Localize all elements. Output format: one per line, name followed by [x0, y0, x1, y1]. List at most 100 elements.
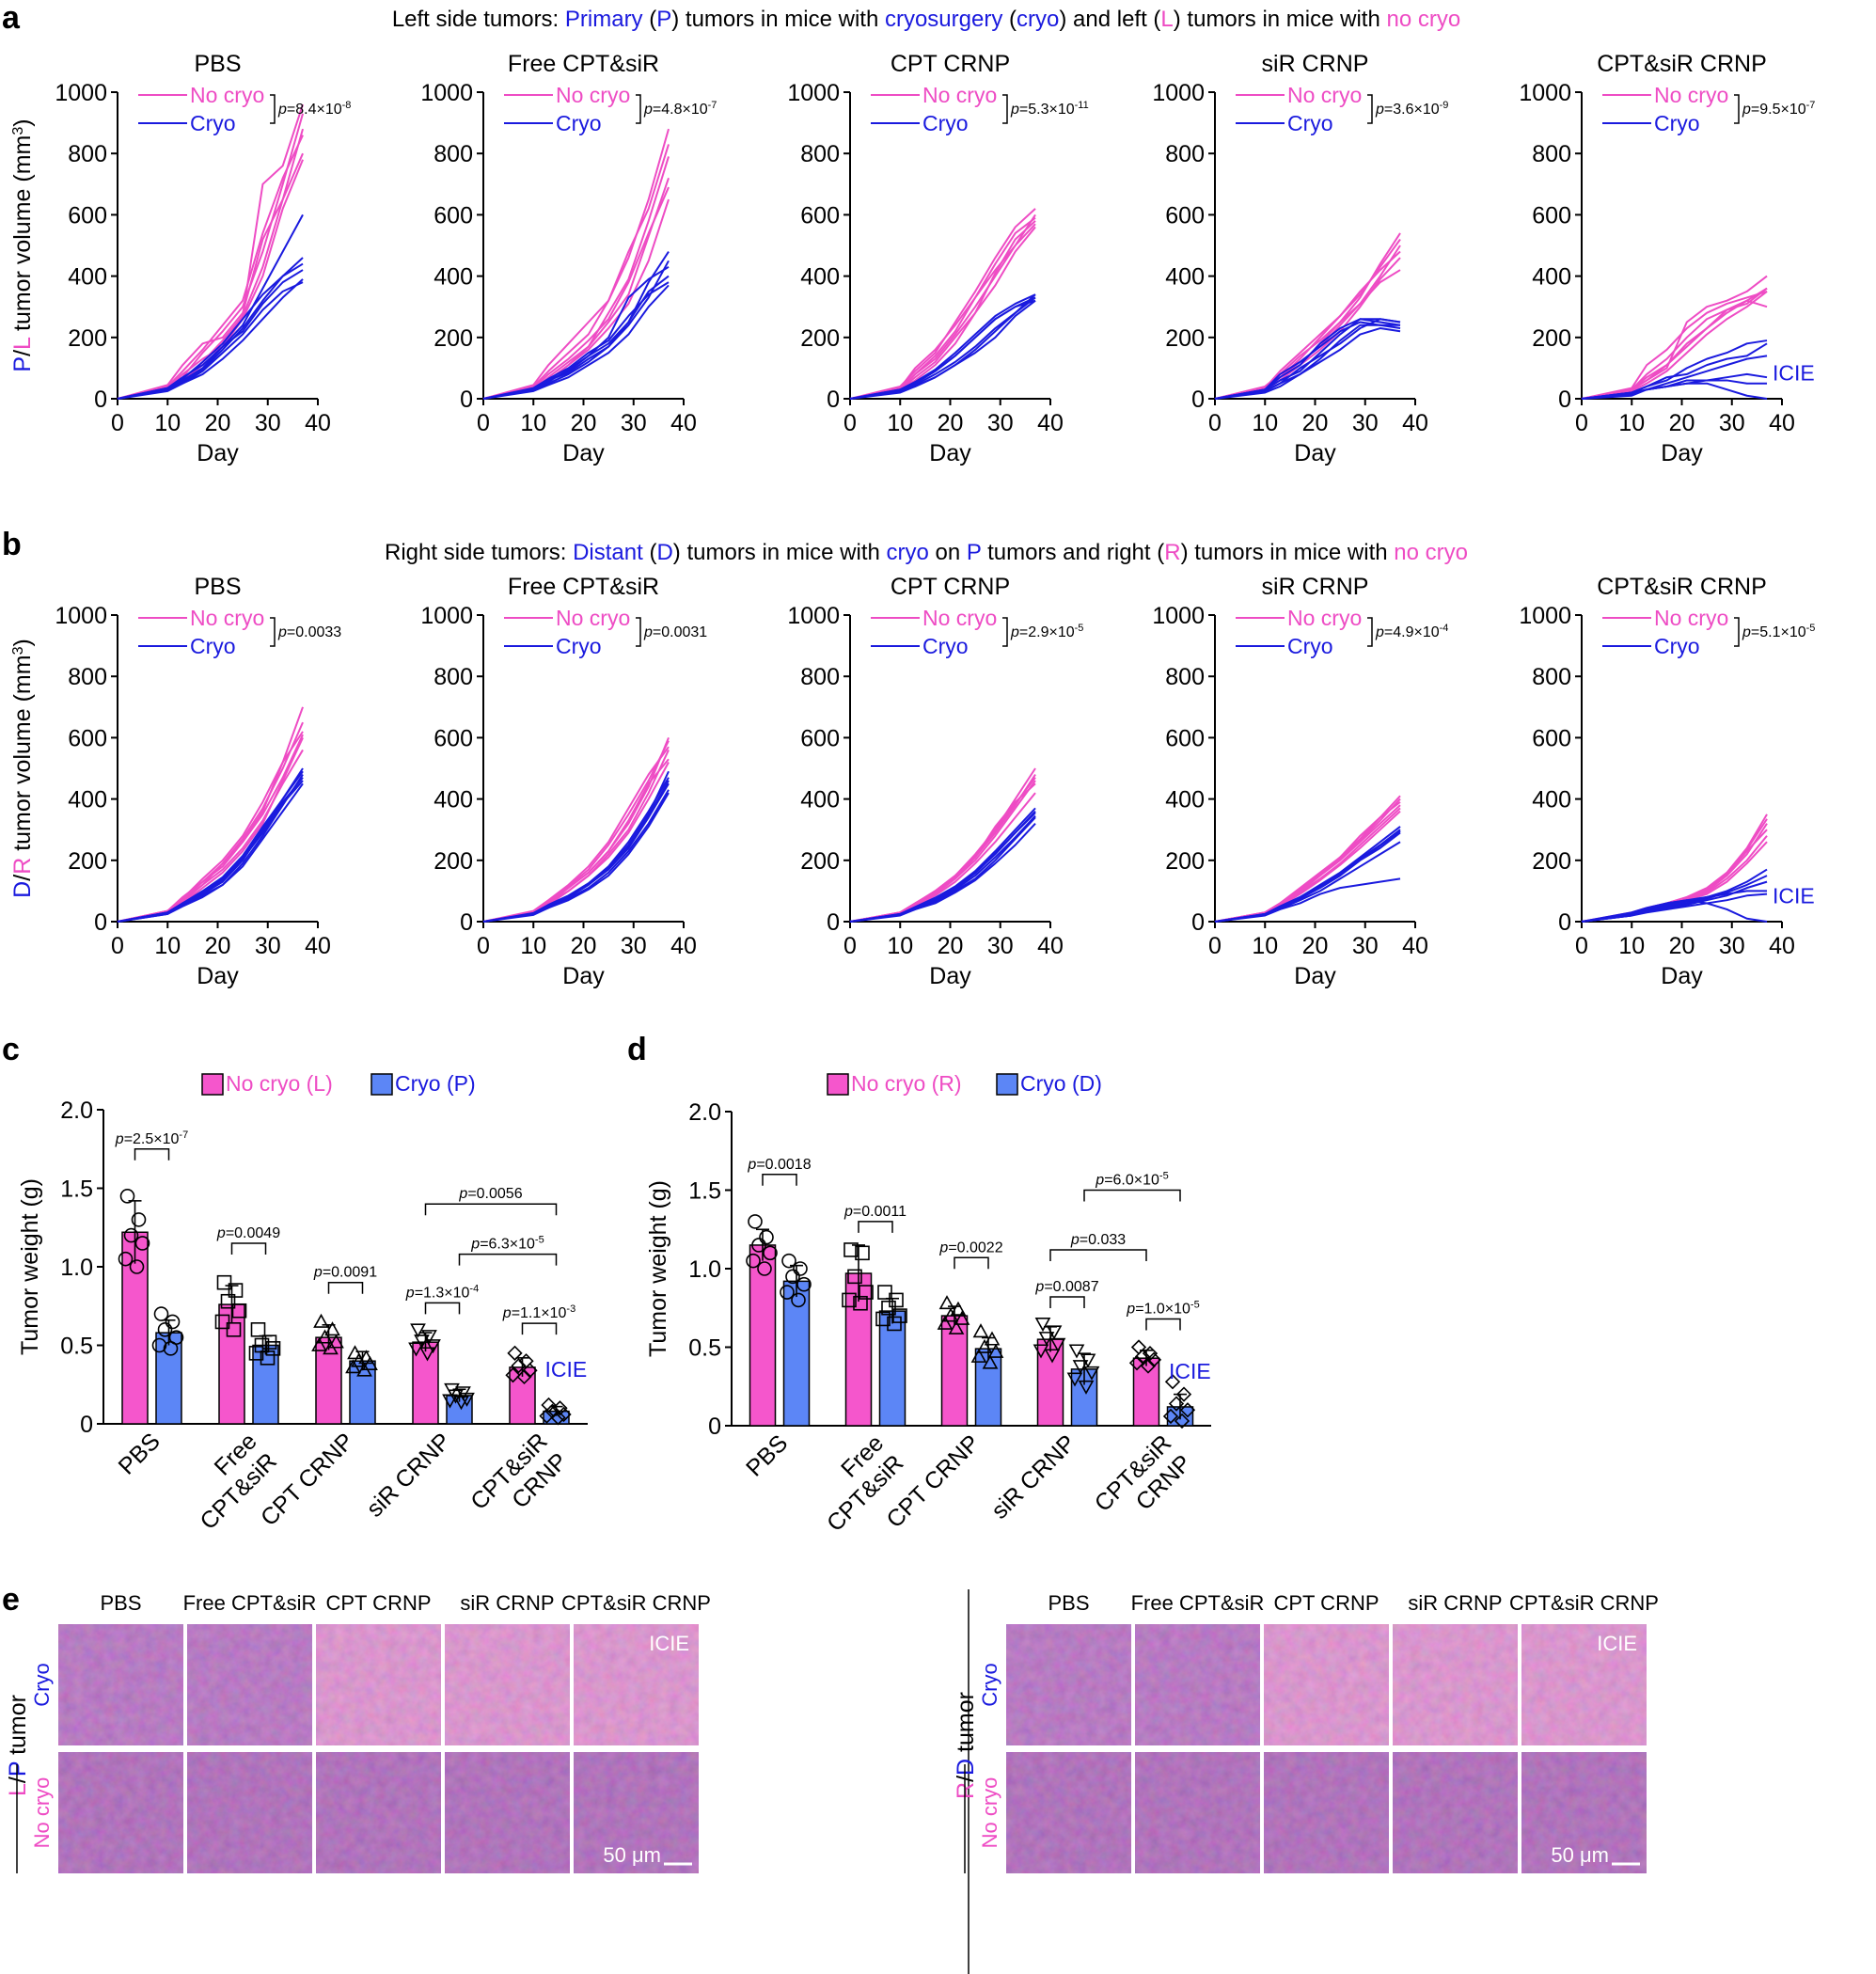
- y-tick-label: 0.5: [60, 1334, 93, 1360]
- data-point-square: [853, 1295, 868, 1311]
- y-tick-label: 0: [94, 387, 107, 413]
- histology-texture: [316, 1752, 441, 1873]
- histology-texture: [1006, 1752, 1131, 1873]
- data-point-circle: [746, 1253, 761, 1269]
- data-point-circle: [781, 1253, 796, 1269]
- p-value: p=0.0022: [938, 1240, 1002, 1255]
- significance-bracket: [1367, 94, 1373, 124]
- icie-label: ICIE: [1597, 1632, 1637, 1655]
- significance-bracket: [327, 1281, 364, 1294]
- rich-text-segment: D: [953, 1759, 979, 1776]
- histology-texture: [58, 1752, 183, 1873]
- histology-texture: [1135, 1752, 1260, 1873]
- x-tick-label: 10: [520, 410, 546, 436]
- y-tick-label: 600: [1532, 725, 1571, 751]
- x-axis-label: Day: [197, 963, 239, 989]
- histology-right: PBS Free CPT&siR CPT CRNP siR CRNP CPT&siR C…: [953, 1591, 1659, 1873]
- y-tick-label: 0: [708, 1413, 721, 1440]
- icie-label: ICIE: [545, 1357, 588, 1382]
- category-label-line: CPT CRNP: [881, 1429, 985, 1533]
- cryo-line: [849, 296, 1036, 400]
- line-plot-5: CPT&siR CRNP 0 200 400 600 800 1000 0 10 20 30 40 Da…: [1519, 51, 1815, 466]
- y-tick-label: 1.0: [688, 1256, 721, 1283]
- data-point-square: [859, 1285, 874, 1300]
- data-point-triangle-down: [1066, 1372, 1083, 1387]
- plot-title: Free CPT&siR: [508, 574, 659, 600]
- x-tick-label: 10: [154, 410, 181, 436]
- data-point-circle: [757, 1261, 772, 1276]
- data-point-diamond: [550, 1410, 566, 1426]
- cryo-line: [482, 780, 670, 923]
- x-tick-label: 20: [1669, 410, 1695, 436]
- rich-text-segment: (: [643, 540, 657, 565]
- no-cryo-line: [482, 144, 670, 400]
- icie-label: ICIE: [649, 1632, 689, 1655]
- data-point-circle: [780, 1285, 795, 1300]
- p-base: =1.3×10: [415, 1285, 470, 1301]
- p-base: =5.3×10: [1019, 102, 1075, 118]
- p-italic: p: [1742, 102, 1751, 118]
- bar-no-cryo: [1036, 1338, 1064, 1427]
- y-tick-label: 1000: [787, 80, 840, 106]
- column-label: CPT&siR CRNP: [1509, 1591, 1659, 1615]
- p-italic: p: [1010, 624, 1019, 640]
- line-plot-5: CPT&siR CRNP 0 200 400 600 800 1000 0 10 20 30 40 Da…: [1519, 574, 1815, 989]
- cryo-line: [482, 281, 670, 400]
- rich-text-segment: Primary: [565, 7, 643, 32]
- y-tick-label: 2.0: [688, 1099, 721, 1126]
- y-tick-label: 400: [1165, 787, 1205, 813]
- rich-text-segment: R: [9, 858, 36, 875]
- p-base: =0.0022: [948, 1240, 1002, 1255]
- no-cryo-line: [117, 134, 304, 400]
- data-point-triangle-down: [1044, 1349, 1061, 1364]
- data-point-square: [892, 1308, 907, 1323]
- p-base: =1.0×10: [1135, 1301, 1190, 1317]
- rich-text-segment: /: [953, 1776, 979, 1782]
- x-tick-label: 40: [1037, 410, 1064, 436]
- data-point-triangle: [972, 1323, 989, 1338]
- category-label: CPT CRNP: [881, 1429, 985, 1533]
- data-point-triangle-down: [1072, 1360, 1089, 1375]
- cryo-line: [1214, 829, 1401, 923]
- data-point-diamond: [1140, 1358, 1157, 1374]
- rich-text-segment: ) tumors in mice with: [1181, 540, 1395, 565]
- significance-bracket: [954, 1256, 989, 1270]
- data-point-triangle-down: [1038, 1332, 1055, 1347]
- p-exponent: -7: [179, 1129, 188, 1141]
- cryo-line: [117, 269, 304, 400]
- rich-text-segment: (: [643, 7, 657, 32]
- histology-texture: [187, 1624, 312, 1745]
- y-tick-label: 200: [1165, 848, 1205, 875]
- rich-text-segment: P: [656, 7, 671, 32]
- line-plot-3: CPT CRNP 0 200 400 600 800 1000 0 10 20 30 40 Day No …: [787, 51, 1088, 466]
- p-italic: p: [1375, 624, 1384, 640]
- no-cryo-line: [849, 208, 1036, 400]
- p-exponent: -7: [708, 100, 717, 111]
- x-tick-label: 20: [1669, 933, 1695, 959]
- data-point-diamond: [516, 1368, 532, 1385]
- cryo-line: [482, 792, 670, 923]
- no-cryo-line: [1581, 841, 1768, 923]
- x-axis-label: Day: [1661, 440, 1703, 466]
- x-tick-label: 0: [843, 410, 857, 436]
- data-point-circle: [119, 1189, 135, 1204]
- rich-text-segment: ): [9, 118, 36, 126]
- y-tick-label: 400: [800, 264, 840, 291]
- data-point-triangle: [954, 1310, 970, 1325]
- x-tick-label: 30: [987, 933, 1014, 959]
- bar-no-cryo: [315, 1336, 342, 1425]
- panel-e-histology: PBS Free CPT&siR CPT CRNP siR CRNP CPT&siR C…: [5, 1589, 1659, 1974]
- x-tick-label: 40: [305, 933, 331, 959]
- legend-label-no-cryo: No cryo: [556, 606, 630, 630]
- y-tick-label: 400: [68, 264, 107, 291]
- x-tick-label: 20: [571, 410, 597, 436]
- p-value: p=6.0×10-5: [1095, 1171, 1168, 1189]
- x-tick-label: 40: [1037, 933, 1064, 959]
- category-label-line: siR CRNP: [361, 1428, 455, 1522]
- significance-bracket: [424, 1302, 461, 1315]
- p-value: p=0.0011: [843, 1204, 906, 1220]
- no-cryo-line: [1581, 275, 1768, 400]
- rich-text-segment: ) tumors in mice with: [673, 540, 887, 565]
- no-cryo-line: [482, 758, 670, 923]
- x-tick-label: 40: [1402, 933, 1428, 959]
